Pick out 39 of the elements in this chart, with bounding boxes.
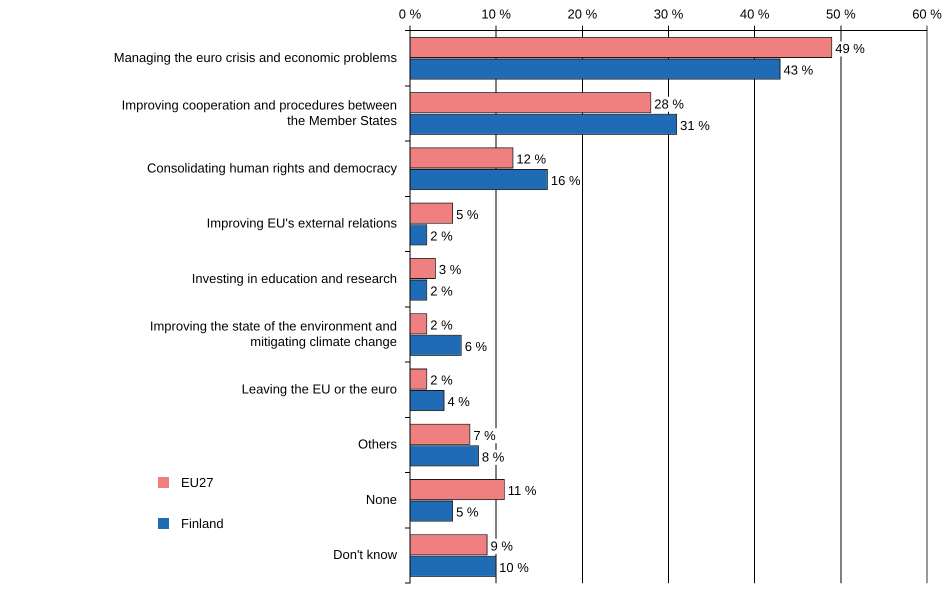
data-label: 43 % xyxy=(784,62,814,78)
data-label: 28 % xyxy=(654,96,684,112)
x-tick-label: 10 % xyxy=(481,6,512,22)
data-label: 4 % xyxy=(447,394,470,410)
y-tick-label: None xyxy=(366,492,397,507)
data-label: 49 % xyxy=(835,41,866,56)
data-label: 5 % xyxy=(456,206,479,222)
x-tick-label: 20 % xyxy=(568,6,598,22)
x-tick-label: 30 % xyxy=(654,6,684,22)
data-label: 3 % xyxy=(438,262,462,278)
y-tick-label: Improving cooperation and procedures between the Member States xyxy=(122,97,398,128)
data-label: 11 % xyxy=(508,483,537,498)
y-tick-label: Leaving the EU or the euro xyxy=(242,381,397,396)
x-tick-label: 50 % xyxy=(826,6,856,22)
data-label: 9 % xyxy=(490,538,514,554)
y-tick-label: Improving the state of the environment and mitigating climate change xyxy=(150,318,397,349)
data-label: 2 % xyxy=(430,228,454,244)
x-tick-label: 0 % xyxy=(398,6,422,22)
y-tick-label: Others xyxy=(358,436,398,452)
data-label: 10 % xyxy=(499,560,530,575)
y-tick-label: Don't know xyxy=(333,547,398,562)
data-label: 2 % xyxy=(430,317,454,332)
y-tick-label: Investing in education and research xyxy=(192,270,397,286)
x-tick-label: 40 % xyxy=(740,6,770,22)
y-tick-label: Improving EU's external relations xyxy=(206,216,398,231)
legend-label: EU27 xyxy=(181,475,214,490)
x-tick-label: 60 % xyxy=(912,6,942,22)
data-label: 8 % xyxy=(482,449,505,464)
data-label: 12 % xyxy=(516,152,546,167)
data-label: 31 % xyxy=(680,118,710,133)
y-tick-label: Managing the euro crisis and economic problems xyxy=(114,50,398,65)
data-label: 5 % xyxy=(456,504,479,520)
data-label: 2 % xyxy=(430,284,454,299)
data-label: 16 % xyxy=(550,173,581,188)
data-label: 2 % xyxy=(430,372,454,388)
y-tick-label: Consolidating human rights and democracy xyxy=(146,160,398,176)
data-label: 7 % xyxy=(473,428,496,443)
legend-label: Finland xyxy=(181,516,224,531)
data-label: 6 % xyxy=(464,338,488,354)
